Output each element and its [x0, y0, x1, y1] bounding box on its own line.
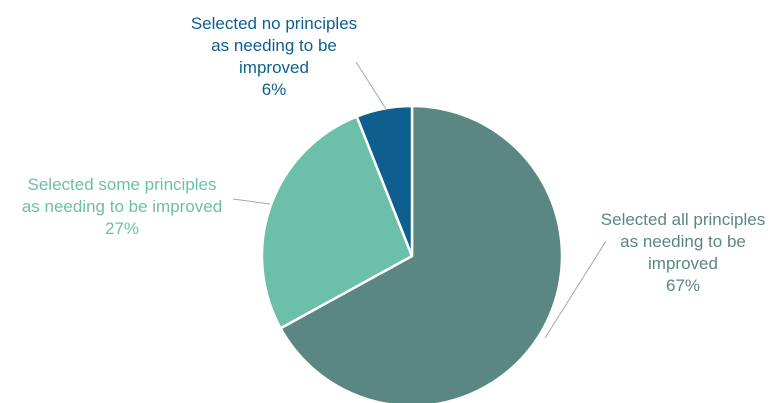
pie-slice-3 [355, 104, 414, 258]
slice-label-2: Selected some principles as needing to be… [22, 175, 222, 238]
leader-line-2 [232, 198, 271, 205]
slice-label-line: as needing to be improved [22, 197, 222, 216]
leader-line-1 [544, 240, 607, 339]
leader-line-3 [355, 61, 387, 110]
slice-label-line: Selected no principles [191, 14, 357, 33]
slice-label-line: improved [239, 58, 309, 77]
slice-label-line: as needing to be [211, 36, 337, 55]
slice-label-3: Selected no principles as needing to be im… [191, 14, 357, 99]
pie-slice-2 [260, 115, 414, 330]
pie-slice-1 [279, 104, 564, 403]
slice-label-line: Selected all principles [601, 210, 765, 229]
slice-label-1: Selected all principles as needing to be i… [601, 210, 765, 295]
slice-percent-label: 27% [105, 219, 139, 238]
slice-percent-label: 67% [666, 276, 700, 295]
slice-label-line: improved [648, 254, 718, 273]
slice-label-line: as needing to be [620, 232, 746, 251]
slice-label-line: Selected some principles [28, 175, 217, 194]
slice-percent-label: 6% [262, 80, 287, 99]
